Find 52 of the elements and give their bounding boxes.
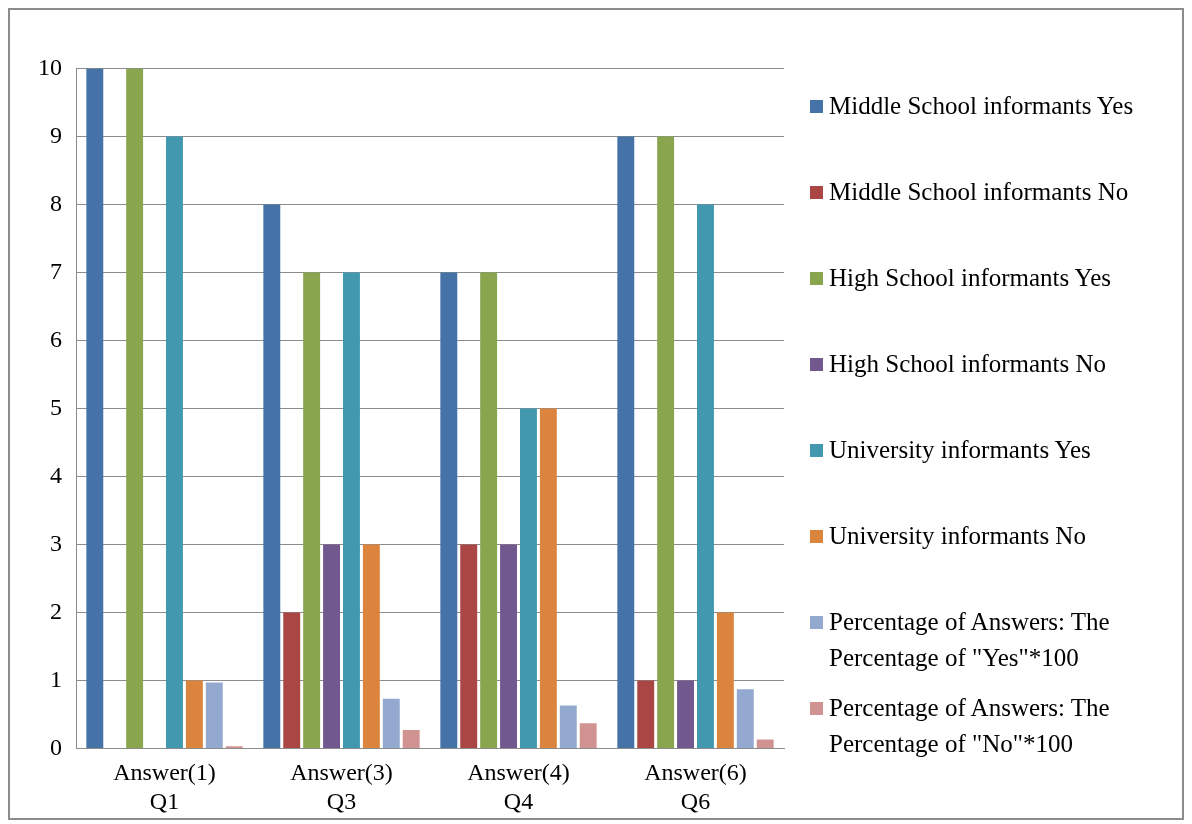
legend-label: Middle School informants No [829, 177, 1129, 207]
bar [303, 272, 321, 748]
bar [617, 136, 635, 748]
bar [185, 680, 203, 748]
bar [539, 408, 557, 748]
bar [756, 739, 774, 748]
bar [519, 408, 537, 748]
bar [362, 544, 380, 748]
bar [283, 612, 301, 748]
x-tick-label: Answer(4) Q4 [467, 759, 570, 814]
bar [579, 723, 597, 748]
bar [559, 705, 577, 748]
bar [165, 136, 183, 748]
bar [323, 544, 341, 748]
legend-label: High School informants No [829, 349, 1107, 379]
y-tick-label: 3 [50, 529, 62, 556]
y-tick-label: 9 [50, 121, 62, 148]
y-tick-label: 6 [50, 325, 62, 352]
bar [460, 544, 478, 748]
y-tick-label: 0 [50, 733, 62, 760]
bar [126, 68, 144, 748]
bar [263, 204, 281, 748]
x-tick-label: Answer(1) Q1 [113, 759, 216, 814]
y-tick-label: 8 [50, 189, 62, 216]
bar [480, 272, 498, 748]
bar [677, 680, 695, 748]
bar [440, 272, 458, 748]
bar [342, 272, 360, 748]
legend-label: University informants No [829, 521, 1086, 551]
bar [205, 682, 223, 748]
bar [637, 680, 655, 748]
y-tick-label: 5 [50, 393, 62, 420]
bar [696, 204, 714, 748]
bar [382, 698, 400, 748]
bar [736, 689, 754, 748]
y-tick-label: 10 [38, 53, 62, 80]
x-tick-label: Answer(3) Q3 [290, 759, 393, 814]
bar [500, 544, 518, 748]
legend-label: Percentage of Answers: The Percentage of "Yes"*100 [829, 607, 1111, 673]
bar [716, 612, 734, 748]
legend-label: High School informants Yes [829, 263, 1111, 293]
legend-label: Middle School informants Yes [829, 91, 1134, 121]
legend-label: Percentage of Answers: The Percentage of "No"*100 [829, 693, 1111, 759]
y-tick-label: 1 [50, 665, 62, 692]
y-tick-label: 2 [50, 597, 62, 624]
bar [86, 68, 104, 748]
legend-label: University informants Yes [829, 435, 1091, 465]
bar [402, 730, 420, 748]
y-tick-label: 7 [50, 257, 62, 284]
bar [657, 136, 675, 748]
x-tick-label: Answer(6) Q6 [644, 759, 747, 814]
y-tick-label: 4 [50, 461, 62, 488]
